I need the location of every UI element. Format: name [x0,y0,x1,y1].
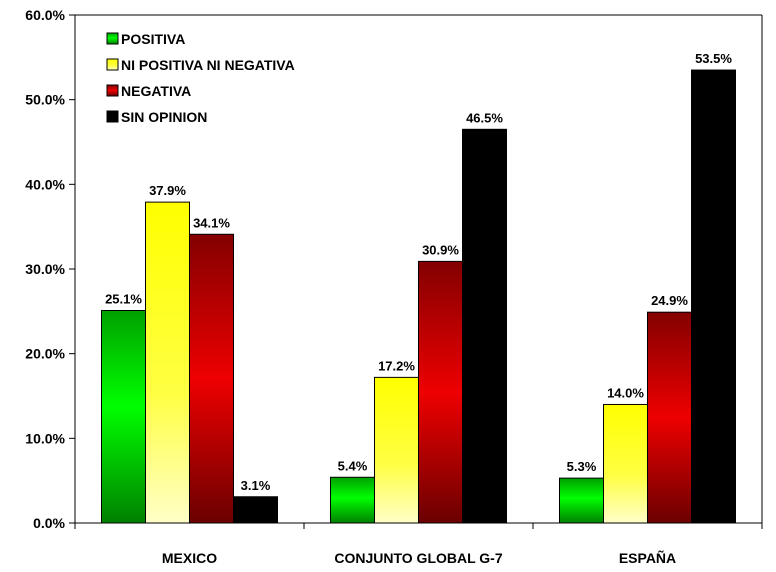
data-label: 14.0% [607,385,644,400]
x-category-label: MEXICO [162,550,217,566]
legend-label: NI POSITIVA NI NEGATIVA [121,57,295,73]
data-label: 5.3% [567,459,597,474]
legend-label: POSITIVA [121,31,185,47]
y-tick-label: 30.0% [25,261,65,277]
bar-ni-positiva-ni-negativa-0 [145,201,190,524]
data-label: 34.1% [193,215,230,230]
bar-positiva-0 [101,309,146,524]
legend-swatch [106,84,119,97]
legend-swatch [106,58,119,71]
data-label: 24.9% [651,293,688,308]
y-tick-label: 10.0% [25,430,65,446]
bar-negativa-1 [418,260,463,524]
bar-positiva-1 [330,476,375,524]
data-label: 5.4% [338,458,368,473]
bar-sin-opinion-2 [691,69,736,524]
data-label: 30.9% [422,242,459,257]
y-tick-label: 20.0% [25,346,65,362]
legend-label: SIN OPINION [121,109,207,125]
bar-positiva-2 [559,477,604,524]
data-label: 53.5% [695,51,732,66]
bar-negativa-2 [647,311,692,524]
data-label: 3.1% [241,478,271,493]
legend-label: NEGATIVA [121,83,191,99]
data-label: 25.1% [105,291,142,306]
bar-negativa-0 [189,233,234,524]
y-tick-label: 60.0% [25,7,65,23]
legend: POSITIVA NI POSITIVA NI NEGATIVA NEGATIVA S… [106,31,295,125]
x-category-label: ESPAÑA [619,549,676,566]
bar-ni-positiva-ni-negativa-2 [603,403,648,524]
bar-ni-positiva-ni-negativa-1 [374,376,419,524]
plot-area: 0.0% 10.0% 20.0% 30.0% 40.0% 50.0% 60.0% 25.1% 3… [25,7,763,566]
legend-swatch [106,32,119,45]
bar-sin-opinion-0 [233,496,278,524]
data-label: 46.5% [466,110,503,125]
y-tick-label: 0.0% [33,515,65,531]
legend-swatch [106,110,119,123]
data-label: 17.2% [378,358,415,373]
y-tick-label: 50.0% [25,92,65,108]
x-category-label: CONJUNTO GLOBAL G-7 [334,550,502,566]
y-tick-label: 40.0% [25,176,65,192]
bar-sin-opinion-1 [462,128,507,524]
data-label: 37.9% [149,183,186,198]
